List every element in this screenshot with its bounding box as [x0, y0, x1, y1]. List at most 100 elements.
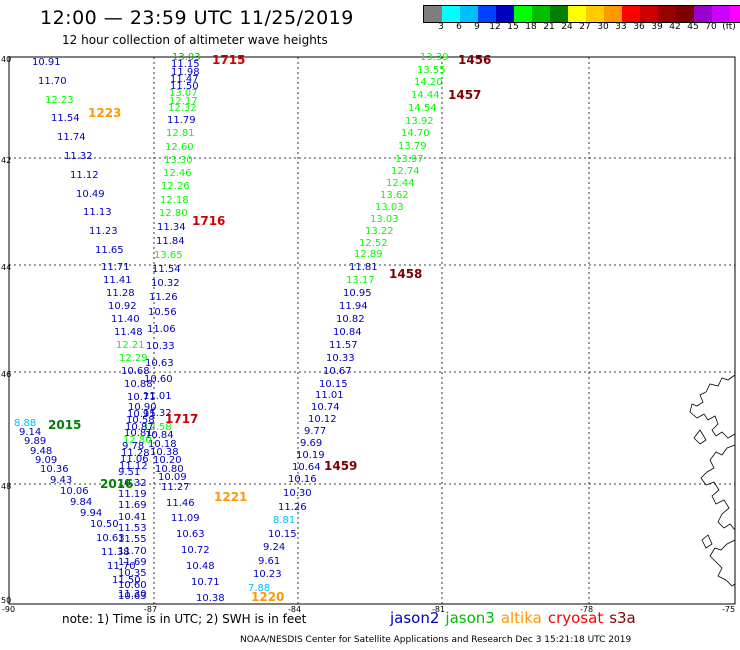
pass-time-label: 1456	[458, 53, 492, 67]
legend-s3a: s3a	[609, 609, 636, 627]
wave-height-value: 10.48	[186, 561, 215, 572]
wave-height-value: 10.67	[323, 366, 352, 377]
wave-height-value: 11.65	[95, 245, 124, 256]
wave-height-value: 14.70	[401, 128, 430, 139]
color-scale-label: 24	[561, 22, 573, 32]
color-scale-label: 15	[507, 22, 519, 32]
wave-height-value: 11.26	[278, 502, 307, 513]
wave-height-value: 12.23	[45, 95, 74, 106]
pass-time-label: 1457	[448, 88, 482, 102]
wave-height-value: 10.63	[176, 529, 205, 540]
color-scale-swatch	[550, 6, 568, 22]
color-scale-swatch	[622, 6, 640, 22]
wave-height-value: 7.88	[248, 583, 271, 594]
color-scale-swatch	[730, 6, 740, 22]
wave-height-value: 11.70	[38, 76, 67, 87]
color-scale-swatch	[442, 6, 460, 22]
wave-height-value: 9.24	[263, 542, 286, 553]
credit-footer: NOAA/NESDIS Center for Satellite Applica…	[240, 635, 632, 645]
legend-cryosat: cryosat	[547, 609, 604, 627]
pass-time-label: 1459	[324, 459, 358, 473]
wave-height-value: 10.06	[60, 486, 89, 497]
wave-height-value: 11.79	[167, 115, 196, 126]
wave-height-value: 12.89	[354, 249, 383, 260]
wave-height-value: 13.62	[380, 190, 409, 201]
pass-time-label: 2015	[48, 418, 82, 432]
wave-height-value: 12.81	[166, 128, 195, 139]
latitude-label: 48	[1, 482, 12, 491]
wave-height-value: 10.36	[40, 464, 69, 475]
color-scale-swatch	[568, 6, 586, 22]
color-scale-label: 6	[456, 22, 462, 32]
wave-height-value: 11.27	[161, 482, 190, 493]
wave-height-value: 13.22	[365, 226, 394, 237]
wave-height-value: 10.84	[145, 430, 174, 441]
wave-height-value: 12.80	[123, 435, 152, 446]
wave-height-value: 12.74	[391, 166, 420, 177]
map-frame	[8, 56, 736, 605]
wave-height-value: 12.52	[359, 238, 388, 249]
wave-height-value: 14.54	[408, 103, 437, 114]
wave-height-value: 11.38	[101, 547, 130, 558]
color-scale-label: 30	[597, 22, 609, 32]
wave-height-value: 11.74	[57, 132, 86, 143]
color-scale-swatch	[514, 6, 532, 22]
wave-height-value: 10.88	[124, 379, 153, 390]
wave-height-value: 9.77	[304, 426, 327, 437]
legend-altika: altika	[500, 609, 542, 627]
wave-height-value: 13.03	[370, 214, 399, 225]
wave-height-value: 10.15	[268, 529, 297, 540]
pass-time-label: 1458	[389, 267, 423, 281]
wave-height-value: 10.20	[153, 455, 182, 466]
wave-height-value: 10.41	[118, 512, 147, 523]
wave-height-value: 10.09	[158, 472, 187, 483]
wave-height-value: 9.14	[19, 427, 42, 438]
wave-height-value: 11.32	[143, 408, 172, 419]
wave-height-value: 11.94	[339, 301, 368, 312]
wave-height-value: 10.74	[311, 402, 340, 413]
wave-height-value: 10.18	[148, 439, 177, 450]
wave-height-value: 10.63	[145, 358, 174, 369]
wave-height-value: 11.55	[118, 534, 147, 545]
wave-height-value: 11.54	[51, 113, 80, 124]
latitude-label: 44	[1, 263, 12, 272]
color-scale-swatch	[640, 6, 658, 22]
map-title: 12:00 — 23:59 UTC 11/25/2019	[40, 7, 354, 29]
legend-jason3: jason3	[445, 609, 495, 627]
color-scale-label: 21	[543, 22, 555, 32]
color-scale-swatch	[604, 6, 622, 22]
latitude-label: 42	[1, 156, 12, 165]
color-scale-label: 27	[579, 22, 591, 32]
wave-height-value: 9.48	[30, 446, 53, 457]
wave-height-value: 11.69	[118, 557, 147, 568]
color-scale-label: 70	[705, 22, 717, 32]
wave-height-value: 11.81	[349, 262, 378, 273]
wave-height-value: 10.64	[292, 462, 321, 473]
wave-height-value: 12.32	[168, 103, 197, 114]
wave-height-value: 9.89	[24, 436, 47, 447]
wave-height-value: 11.40	[111, 314, 140, 325]
wave-height-value: 11.32	[64, 151, 93, 162]
wave-height-value: 9.43	[50, 475, 73, 486]
longitude-label: -75	[722, 605, 736, 614]
wave-height-value: 11.47	[170, 74, 199, 85]
wave-height-value: 10.91	[32, 57, 61, 68]
wave-height-value: 9.69	[300, 438, 323, 449]
wave-height-value: 12.80	[159, 208, 188, 219]
wave-height-value: 10.63	[96, 533, 125, 544]
wave-height-value: 12.29	[119, 353, 148, 364]
map-subtitle: 12 hour collection of altimeter wave hei…	[62, 33, 328, 47]
wave-height-value: 13.55	[417, 65, 446, 76]
wave-height-value: 12.46	[163, 168, 192, 179]
wave-height-value: 11.70	[107, 561, 136, 572]
wave-height-value: 13.17	[346, 275, 375, 286]
wave-height-value: 8.88	[14, 418, 37, 429]
wave-height-value: 8.81	[273, 515, 296, 526]
wave-height-value: 11.01	[143, 391, 172, 402]
color-scale-swatch	[712, 6, 730, 22]
wave-height-value: 10.95	[343, 288, 372, 299]
wave-height-value: 10.80	[155, 464, 184, 475]
pass-time-label: 1221	[214, 490, 248, 504]
wave-height-value: 10.71	[191, 577, 220, 588]
